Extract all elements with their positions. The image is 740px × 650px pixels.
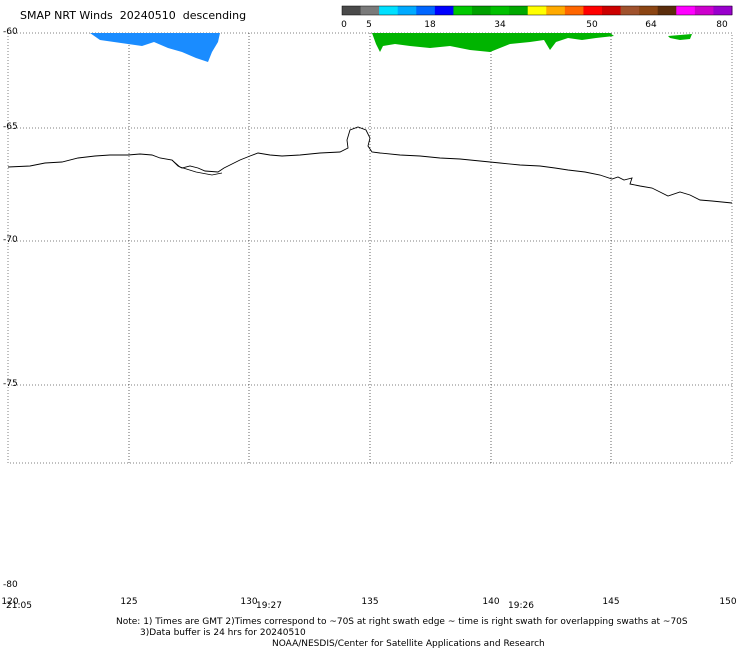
pass-direction: descending <box>182 9 247 22</box>
color-scale-segment <box>639 6 659 15</box>
wind-swath-green <box>372 33 614 52</box>
color-scale-segment <box>602 6 622 15</box>
lon-label-150: 150 <box>719 597 737 607</box>
lat-label-75: -75 <box>3 379 18 389</box>
coastline-inlet <box>171 159 223 176</box>
color-scale-border <box>341 5 733 16</box>
scale-label-64: 64 <box>645 20 657 30</box>
color-scale-segment <box>713 6 733 15</box>
color-scale-segment <box>453 6 473 15</box>
lon-label-140: 140 <box>482 597 500 607</box>
color-scale-segment <box>583 6 603 15</box>
wind-swath-blue <box>90 33 220 62</box>
lat-label-70: -70 <box>3 235 18 245</box>
color-scale-segment <box>360 6 380 15</box>
scale-label-0: 0 <box>341 20 347 30</box>
color-scale-segment <box>620 6 640 15</box>
color-scale-segment <box>694 6 714 15</box>
product-name: SMAP NRT Winds <box>20 9 113 22</box>
wind-speed-color-scale <box>341 5 733 16</box>
time-label-3: 19:26 <box>508 601 534 611</box>
color-scale-segment <box>379 6 399 15</box>
color-scale-segment <box>564 6 584 15</box>
lon-label-145: 145 <box>602 597 620 607</box>
note-line-1: Note: 1) Times are GMT 2)Times correspon… <box>116 617 688 627</box>
lon-label-130: 130 <box>240 597 258 607</box>
lon-label-125: 125 <box>120 597 138 607</box>
color-scale-segment <box>397 6 417 15</box>
lat-label-60: -60 <box>3 27 18 37</box>
color-scale-segment <box>657 6 677 15</box>
color-scale-segment <box>676 6 696 15</box>
color-scale-segment <box>509 6 529 15</box>
scale-label-34: 34 <box>494 20 506 30</box>
color-scale-segment <box>342 6 362 15</box>
map-frame <box>7 32 733 464</box>
note-line-3: NOAA/NESDIS/Center for Satellite Applica… <box>272 639 545 649</box>
map-title: SMAP NRT Winds 20240510 descending <box>20 9 246 22</box>
scale-label-18: 18 <box>424 20 436 30</box>
color-scale-segment <box>527 6 547 15</box>
scale-label-50: 50 <box>586 20 598 30</box>
time-label-2: 19:27 <box>256 601 282 611</box>
lat-label-80: -80 <box>3 580 18 590</box>
color-scale-segment <box>546 6 566 15</box>
color-scale-segment <box>434 6 454 15</box>
note-line-2: 3)Data buffer is 24 hrs for 20240510 <box>140 628 306 638</box>
coastline <box>7 126 733 204</box>
lon-label-120: 120 <box>1 597 19 607</box>
scale-label-5: 5 <box>366 20 372 30</box>
wind-swath-green-small <box>668 34 692 40</box>
color-scale-segment <box>490 6 510 15</box>
product-date: 20240510 <box>119 9 176 22</box>
gridlines <box>8 33 732 463</box>
time-label-1: 21:05 <box>6 601 32 611</box>
lon-label-135: 135 <box>361 597 379 607</box>
scale-label-80: 80 <box>716 20 728 30</box>
lat-label-65: -65 <box>3 122 18 132</box>
color-scale-segment <box>416 6 436 15</box>
color-scale-segment <box>472 6 492 15</box>
